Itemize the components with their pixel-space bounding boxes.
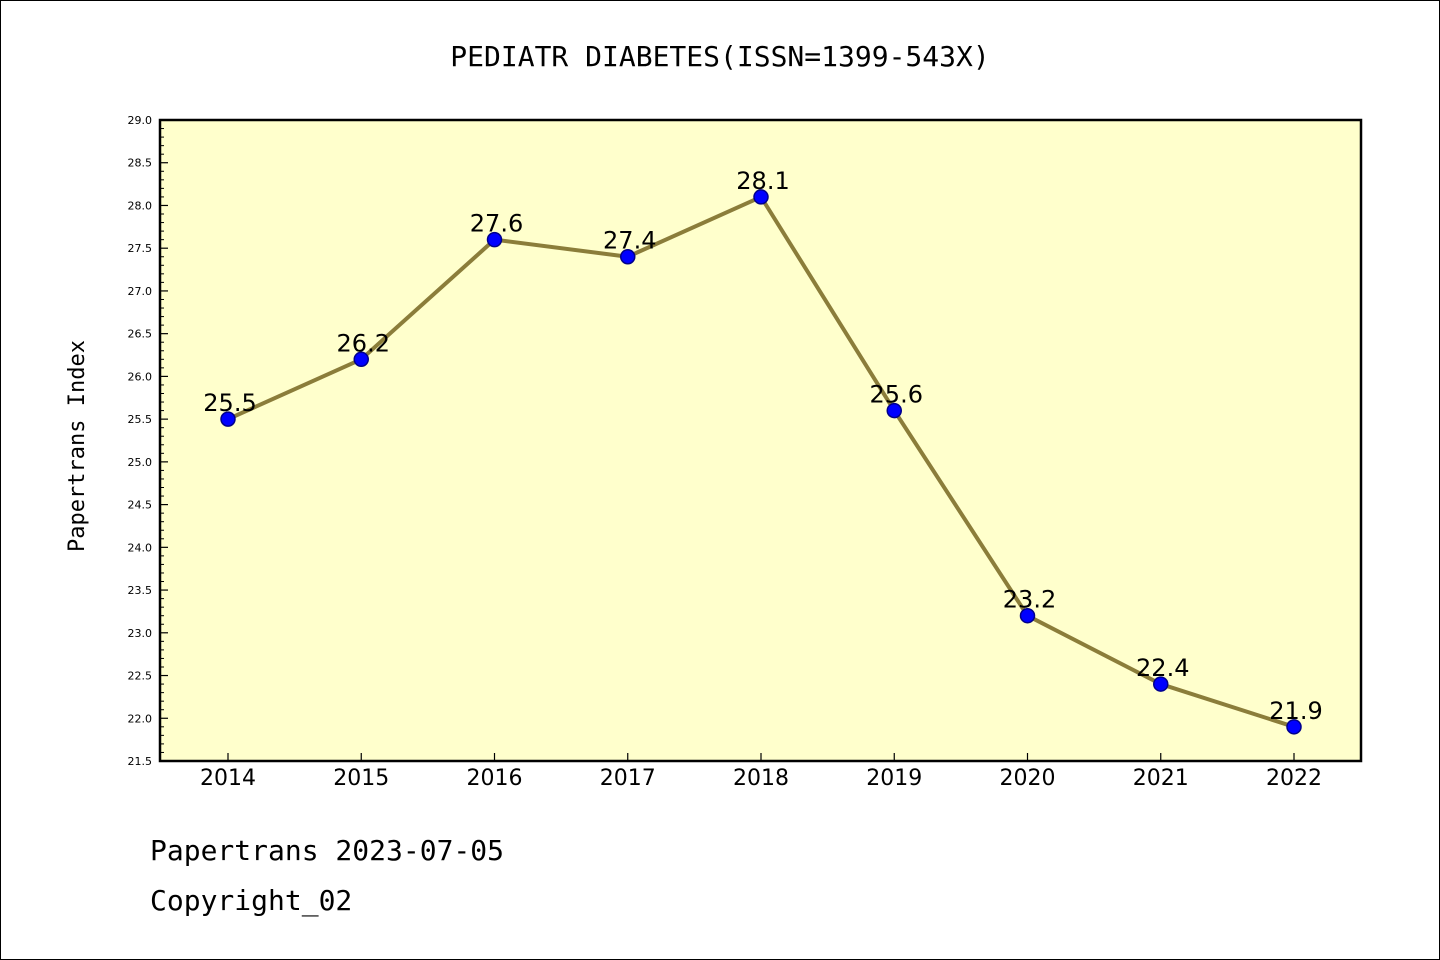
x-tick-label: 2017 <box>600 766 656 791</box>
y-tick-label: 23.5 <box>128 584 153 597</box>
x-tick-label: 2016 <box>467 766 523 791</box>
data-point <box>620 248 636 265</box>
data-label: 22.4 <box>1136 654 1189 682</box>
data-point <box>1019 607 1036 624</box>
data-point <box>1286 719 1302 735</box>
y-tick-label: 28.0 <box>128 199 153 212</box>
y-axis: 21.5 22.0 22.5 23.0 23.5 24.0 24.5 25.0 25.5 26.0… <box>128 114 168 768</box>
data-label: 21.9 <box>1269 697 1322 725</box>
y-tick-label: 26.0 <box>128 370 153 383</box>
y-tick-label: 25.0 <box>128 456 153 469</box>
data-label: 27.4 <box>603 227 656 255</box>
x-tick-label: 2015 <box>333 766 389 791</box>
data-point <box>886 402 902 419</box>
data-point <box>220 411 236 427</box>
data-label: 26.2 <box>337 329 390 357</box>
y-tick-label: 28.5 <box>128 157 153 170</box>
y-tick-label: 25.5 <box>128 413 153 426</box>
y-tick-label: 24.5 <box>128 499 153 512</box>
y-axis-label: Papertrans Index <box>65 340 90 552</box>
x-tick-label: 2014 <box>200 766 256 791</box>
y-tick-label: 21.5 <box>128 755 153 768</box>
data-label: 27.6 <box>470 210 523 238</box>
y-tick-label: 27.0 <box>128 285 153 298</box>
y-tick-label: 24.0 <box>128 541 153 554</box>
x-tick-label: 2020 <box>1000 766 1056 791</box>
data-point <box>1153 676 1169 692</box>
data-point <box>353 351 369 368</box>
plot-area <box>158 118 1363 763</box>
x-tick-label: 2021 <box>1133 766 1189 791</box>
x-axis: 2014 2015 2016 2017 2018 2019 2020 2021 2022 <box>200 753 1322 791</box>
x-tick-label: 2018 <box>733 766 789 791</box>
data-markers <box>220 189 1302 735</box>
y-tick-label: 22.0 <box>128 712 153 725</box>
footer-copyright: Copyright_02 <box>150 884 353 917</box>
data-label: 23.2 <box>1003 586 1056 614</box>
data-label: 28.1 <box>736 167 789 195</box>
y-tick-label: 23.0 <box>128 627 153 640</box>
y-tick-label: 27.5 <box>128 242 153 255</box>
y-tick-label: 22.5 <box>128 670 153 683</box>
x-tick-label: 2022 <box>1266 766 1322 791</box>
data-label: 25.5 <box>203 389 256 417</box>
data-labels: 25.5 26.2 27.6 27.4 28.1 25.6 23.2 22.4 21.9 <box>203 167 1322 725</box>
data-point <box>486 231 503 248</box>
data-point <box>753 189 769 205</box>
y-tick-label: 29.0 <box>128 114 153 127</box>
y-tick-label: 26.5 <box>128 328 153 341</box>
data-label: 25.6 <box>870 381 923 409</box>
x-tick-label: 2019 <box>866 766 922 791</box>
footer-date: Papertrans 2023-07-05 <box>150 834 505 867</box>
chart-title: PEDIATR DIABETES(ISSN=1399-543X) <box>450 40 989 73</box>
